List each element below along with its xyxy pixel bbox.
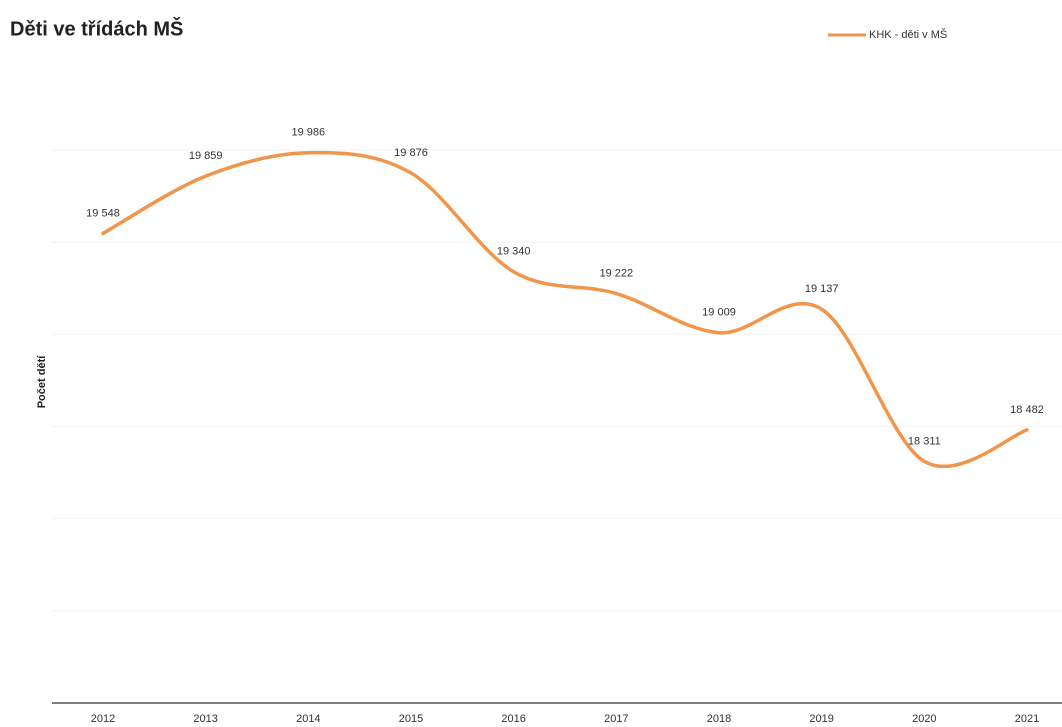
data-label: 19 876 xyxy=(394,147,428,159)
legend-label: KHK - děti v MŠ xyxy=(869,28,947,41)
data-label: 19 222 xyxy=(600,267,634,279)
x-tick-label: 2017 xyxy=(604,713,628,725)
data-label: 19 340 xyxy=(497,246,531,258)
data-label: 19 859 xyxy=(189,150,223,162)
x-tick-label: 2014 xyxy=(296,713,320,725)
x-tick-label: 2016 xyxy=(501,713,525,725)
x-tick-label: 2019 xyxy=(809,713,833,725)
data-label: 18 482 xyxy=(1010,404,1044,416)
data-label: 19 548 xyxy=(86,207,120,219)
data-label: 19 137 xyxy=(805,283,839,295)
x-tick-label: 2018 xyxy=(707,713,731,725)
line xyxy=(101,150,1029,469)
x-tick-label: 2020 xyxy=(912,713,936,725)
data-label: 19 009 xyxy=(702,307,736,319)
x-tick-label: 2015 xyxy=(399,713,423,725)
data-label: 18 311 xyxy=(908,435,941,447)
x-tick-label: 2013 xyxy=(193,713,217,725)
data-label: 19 986 xyxy=(292,127,326,139)
x-tick-label: 2012 xyxy=(91,713,115,725)
chart-title: Děti ve třídách MŠ xyxy=(10,16,183,40)
x-tick-label: 2021 xyxy=(1015,713,1039,725)
y-axis-label: Počet dětí xyxy=(36,355,48,409)
